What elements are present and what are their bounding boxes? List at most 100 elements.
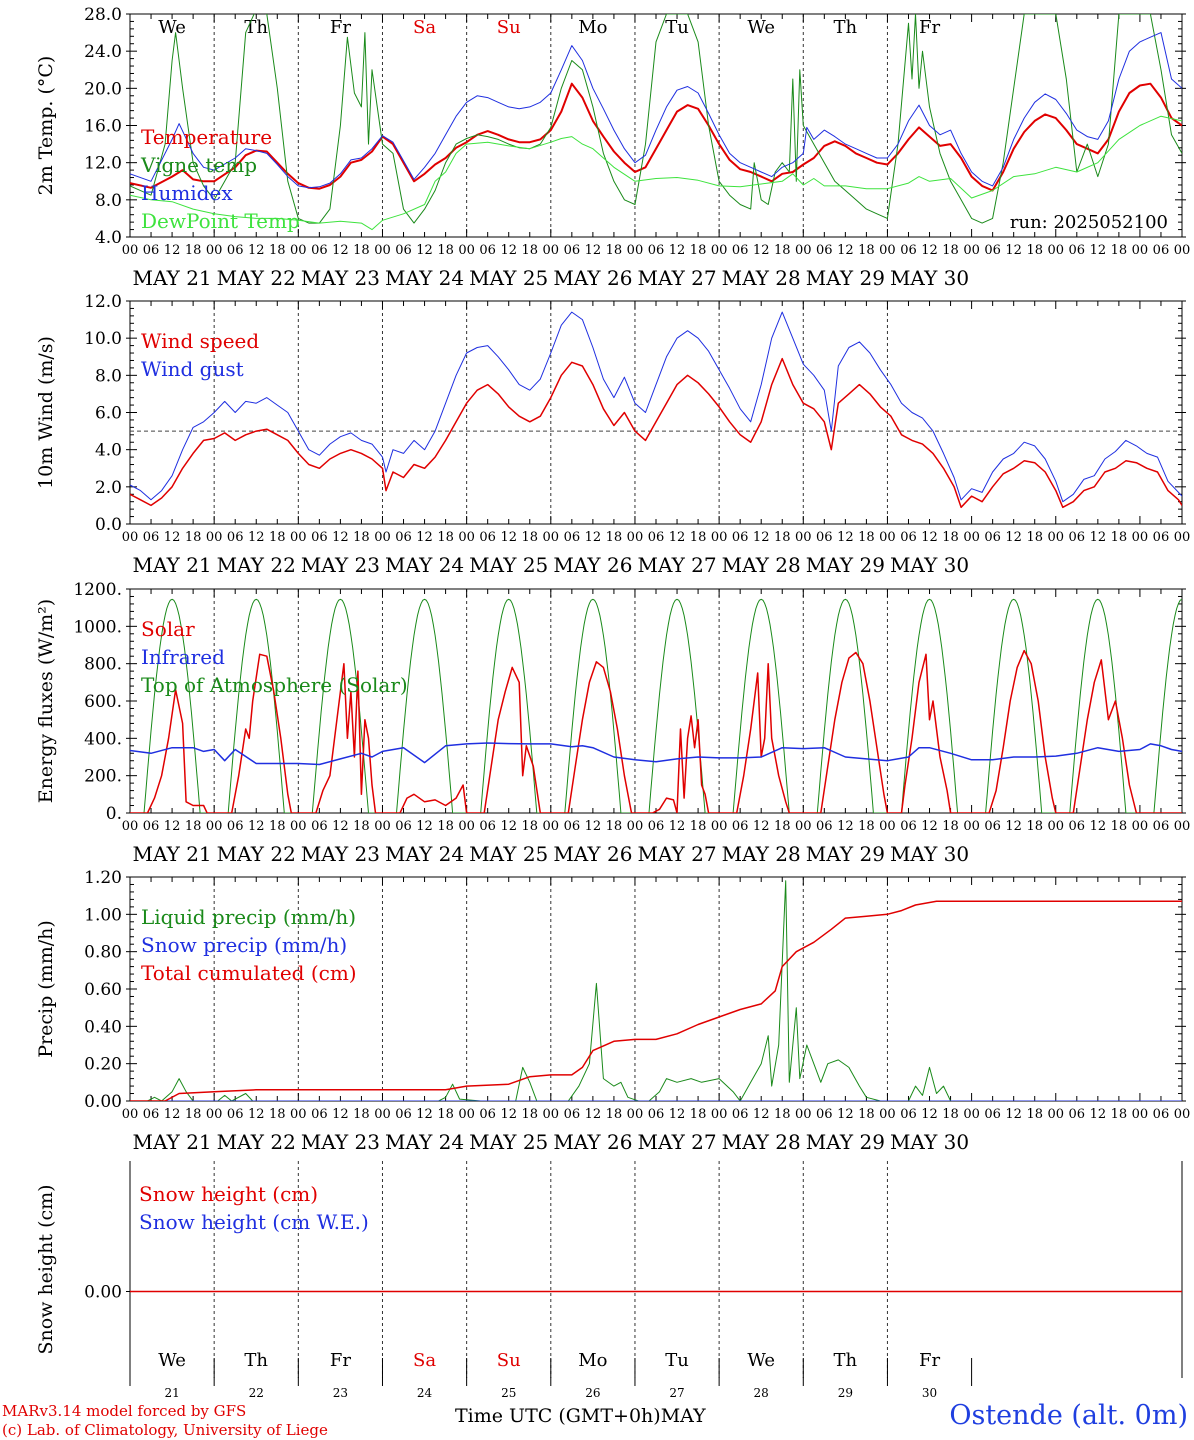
x-hour-label: 12 — [248, 530, 265, 545]
panel-5: 0.00 Snow height (cm) We 21 Th 22 Fr 23 Sa 24 Su 25… — [35, 1161, 1183, 1400]
x-hour-label: 18 — [1111, 1107, 1128, 1122]
x-hour-label: 18 — [185, 243, 202, 258]
series-wind-speed — [130, 357, 1182, 509]
x-date-label: MAY 21 — [133, 553, 212, 577]
x-hour-label: 18 — [269, 243, 286, 258]
y-tick-label: 4.0 — [95, 441, 122, 461]
x-hour-label: 12 — [921, 819, 938, 834]
y-tick-label: 28.0 — [84, 5, 122, 25]
x-hour-label: 18 — [185, 819, 202, 834]
x-hour-label: 06 — [395, 1107, 412, 1122]
x-hour-label: 12 — [1090, 530, 1107, 545]
x-hour-label: 00 — [1174, 819, 1191, 834]
x-hour-label: 00 — [543, 1107, 560, 1122]
x-hour-label: 12 — [164, 1107, 181, 1122]
y-tick-label: 8.0 — [95, 366, 122, 386]
series-total-cumulated-cm — [130, 900, 1182, 1101]
panel-2: 0.0 2.0 4.0 6.0 8.0 10.0 12.0 10m Wind (m/s) 00 0… — [35, 292, 1190, 577]
y-tick-label: 0.0 — [95, 515, 122, 535]
x-date-label: MAY 24 — [385, 1130, 464, 1154]
x-date-label: MAY 26 — [553, 553, 632, 577]
x-hour-label: 00 — [206, 243, 223, 258]
x-hour-label: 00 — [1132, 243, 1149, 258]
x-hour-label: 12 — [921, 1107, 938, 1122]
x-hour-label: 00 — [879, 819, 896, 834]
x-hour-label: 12 — [669, 530, 686, 545]
x-hour-label: 00 — [795, 1107, 812, 1122]
x-date-label: MAY 24 — [385, 553, 464, 577]
x-hour-label: 00 — [963, 243, 980, 258]
x-hour-label: 06 — [732, 243, 749, 258]
legend-entry: Total cumulated (cm) — [141, 961, 357, 985]
x-hour-label: 18 — [606, 1107, 623, 1122]
x-hour-label: 12 — [669, 819, 686, 834]
x-hour-label: 12 — [753, 243, 770, 258]
x-hour-label: 00 — [206, 819, 223, 834]
x-date-label: MAY 23 — [301, 842, 380, 866]
x-hour-label: 18 — [521, 243, 538, 258]
y-tick-label: 0.80 — [84, 943, 122, 963]
y-tick-label: 0.00 — [84, 1092, 122, 1112]
x-hour-label: 12 — [669, 243, 686, 258]
x-date-label: MAY 26 — [553, 842, 632, 866]
y-tick-label: 0.40 — [84, 1017, 122, 1037]
x-date-label: MAY 30 — [890, 842, 969, 866]
panel-3: 0. 200. 400. 600. 800. 1000. 1200. Energy fluxe… — [35, 580, 1190, 866]
weekday-label: Th — [834, 17, 858, 38]
legend-entry: Wind gust — [141, 357, 244, 381]
x-hour-label: 18 — [858, 530, 875, 545]
x-hour-label: 18 — [353, 243, 370, 258]
x-hour-label: 12 — [837, 530, 854, 545]
panel-4: 0.00 0.20 0.40 0.60 0.80 1.00 1.20 Precip (mm/h… — [35, 868, 1190, 1154]
x-hour-label: 00 — [1132, 530, 1149, 545]
x-hour-label: 06 — [143, 819, 160, 834]
y-tick-label: 12.0 — [84, 154, 122, 174]
x-hour-label: 18 — [269, 1107, 286, 1122]
x-hour-label: 12 — [1090, 243, 1107, 258]
x-hour-label: 00 — [290, 1107, 307, 1122]
x-hour-label: 06 — [900, 819, 917, 834]
x-hour-label: 00 — [122, 530, 139, 545]
y-tick-label: 1.00 — [84, 905, 122, 925]
x-date-label: MAY 30 — [890, 1130, 969, 1154]
x-hour-label: 12 — [585, 530, 602, 545]
x-hour-label: 12 — [332, 819, 349, 834]
series-solar — [130, 649, 1182, 813]
x-hour-label: 12 — [837, 1107, 854, 1122]
weekday-label: We — [747, 1350, 775, 1371]
x-hour-label: 18 — [690, 819, 707, 834]
x-date-label: MAY 21 — [133, 1130, 212, 1154]
x-hour-label: 18 — [353, 530, 370, 545]
y-tick-label: 1000. — [73, 617, 122, 637]
x-hour-label: 00 — [458, 530, 475, 545]
x-hour-label: 12 — [164, 243, 181, 258]
legend-entry: Vigne temp — [140, 153, 257, 177]
x-date-label: MAY 21 — [133, 842, 212, 866]
x-hour-label: 00 — [711, 1107, 728, 1122]
x-hour-label: 12 — [753, 819, 770, 834]
day-number-label: 24 — [417, 1386, 433, 1400]
x-hour-label: 18 — [1026, 1107, 1043, 1122]
x-hour-label: 00 — [374, 530, 391, 545]
y-tick-label: 12.0 — [84, 292, 122, 312]
series-liquid-precip-mm-h — [130, 880, 1182, 1101]
x-hour-label: 12 — [585, 1107, 602, 1122]
x-hour-label: 06 — [732, 1107, 749, 1122]
day-number-label: 22 — [249, 1386, 264, 1400]
x-hour-label: 00 — [963, 530, 980, 545]
series-wind-gust — [130, 311, 1182, 503]
x-hour-label: 06 — [732, 530, 749, 545]
weekday-label: Sa — [413, 1350, 436, 1371]
y-tick-label: 16.0 — [84, 117, 122, 137]
y-axis-title: Snow height (cm) — [35, 1184, 57, 1354]
x-hour-label: 12 — [500, 1107, 517, 1122]
x-hour-label: 06 — [816, 1107, 833, 1122]
x-hour-label: 06 — [564, 819, 581, 834]
day-number-label: 26 — [585, 1386, 600, 1400]
y-tick-label: 600. — [84, 692, 122, 712]
x-hour-label: 18 — [1026, 243, 1043, 258]
x-hour-label: 00 — [1047, 530, 1064, 545]
x-date-label: MAY 29 — [806, 266, 885, 290]
x-hour-label: 00 — [1047, 819, 1064, 834]
